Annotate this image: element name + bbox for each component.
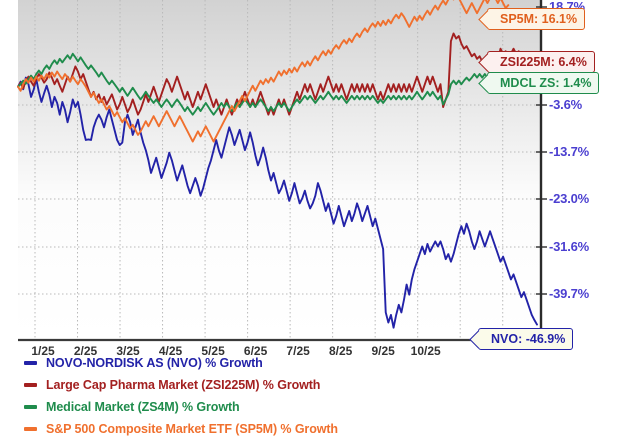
legend-item[interactable]: S&P 500 Composite Market ETF (SP5M) % Gr… (0, 418, 620, 440)
series-line-sp5m (17, 0, 510, 143)
x-tick-label: 10/25 (410, 344, 441, 358)
x-tick-label: 1/25 (31, 344, 55, 358)
y-tick-label: -13.7% (549, 144, 589, 159)
legend-item[interactable]: Large Cap Pharma Market (ZSI225M) % Grow… (0, 374, 620, 396)
legend-item[interactable]: NOVO-NORDISK AS (NVO) % Growth (0, 352, 620, 374)
legend-item-label: Large Cap Pharma Market (ZSI225M) % Grow… (46, 378, 321, 392)
x-tick-label: 2/25 (73, 344, 98, 358)
chart-legend: NOVO-NORDISK AS (NVO) % Growth Large Cap … (0, 352, 620, 447)
callout-zsi225m: ZSI225M: 6.4% (487, 51, 595, 73)
legend-item-label: S&P 500 Composite Market ETF (SP5M) % Gr… (46, 422, 338, 436)
callout-nvo: NVO: -46.9% (478, 328, 574, 350)
legend-color-swatch (24, 405, 37, 409)
legend-item[interactable]: Medical Market (ZS4M) % Growth (0, 396, 620, 418)
y-tick-label: -39.7% (549, 286, 589, 301)
x-tick-label: 4/25 (158, 344, 183, 358)
series-lines (17, 0, 538, 329)
x-tick-label: 9/25 (371, 344, 395, 358)
callout-mdclzs: MDCL ZS: 1.4% (487, 72, 600, 94)
x-tick-label: 8/25 (328, 344, 353, 358)
y-tick-label: -23.0% (549, 191, 589, 206)
callout-sp5m: SP5M: 16.1% (487, 8, 586, 30)
x-tick-label: 7/25 (286, 344, 310, 358)
y-tick-label: -3.6% (549, 97, 582, 112)
legend-item-label: NOVO-NORDISK AS (NVO) % Growth (46, 356, 263, 370)
plot-background (18, 0, 541, 340)
legend-color-swatch (24, 383, 37, 387)
y-tick-label: -31.6% (549, 239, 589, 254)
series-line-nvo (17, 76, 538, 329)
legend-item-label: Medical Market (ZS4M) % Growth (46, 400, 240, 414)
legend-color-swatch (24, 361, 37, 365)
plot-area: 18.7% -3.6% -13.7% -23.0% -31.6% -39.7% 1/25 2… (0, 0, 620, 347)
y-axis-ticks (536, 6, 547, 295)
x-tick-label: 6/25 (243, 344, 268, 358)
series-line-mdcl-zs (17, 52, 523, 116)
x-tick-label: 5/25 (201, 344, 225, 358)
legend-color-swatch (24, 427, 37, 431)
plot-svg (17, 0, 547, 342)
x-tick-label: 3/25 (116, 344, 140, 358)
